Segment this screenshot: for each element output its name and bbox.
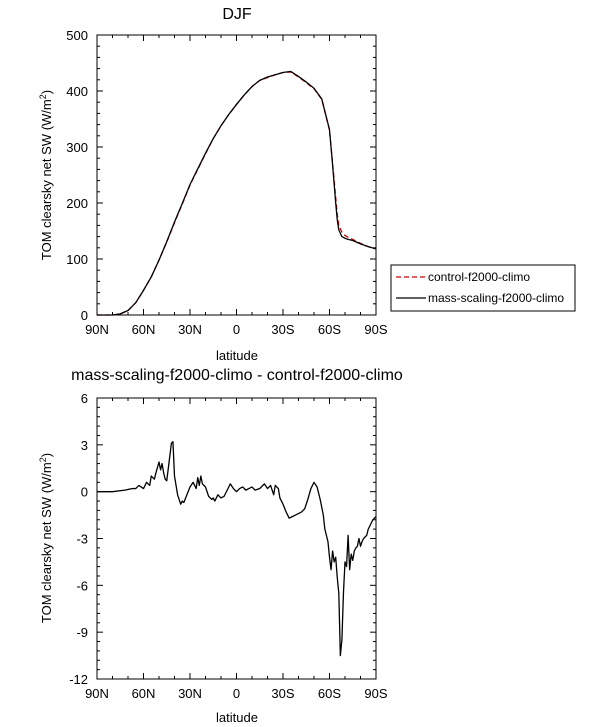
bottom-y-tick-label: -6 bbox=[76, 578, 88, 593]
top-x-tick-label: 30S bbox=[271, 322, 294, 337]
bottom-y-tick-label: 3 bbox=[81, 438, 88, 453]
bottom-x-ticks: 90N 60N 30N 0 30S 60S 90S bbox=[85, 398, 388, 701]
bottom-x-tick-label: 90N bbox=[85, 686, 109, 701]
bottom-x-tick-label: 0 bbox=[233, 686, 240, 701]
top-x-ticks: 90N 60N 30N 0 30S 60S 90S bbox=[85, 35, 388, 337]
top-y-tick-label: 300 bbox=[66, 140, 88, 155]
top-y-tick-label: 500 bbox=[66, 28, 88, 43]
top-x-tick-label: 60S bbox=[318, 322, 341, 337]
top-y-axis-label: TOM clearsky net SW (W/m2) bbox=[38, 90, 54, 260]
bottom-chart-title: mass-scaling-f2000-climo - control-f2000… bbox=[71, 367, 403, 384]
top-chart-title: DJF bbox=[222, 6, 252, 23]
bottom-y-axis-label-close: ) bbox=[39, 453, 54, 457]
top-y-tick-label: 100 bbox=[66, 252, 88, 267]
bottom-plot-frame bbox=[96, 397, 377, 680]
bottom-y-axis-label-sup: 2 bbox=[38, 457, 48, 462]
bottom-y-tick-label: -3 bbox=[76, 532, 88, 547]
bottom-x-tick-label: 90S bbox=[364, 686, 387, 701]
bottom-x-axis-label: latitude bbox=[216, 710, 258, 725]
top-series-line-control-f2000-climo bbox=[97, 71, 377, 316]
bottom-y-tick-label: 6 bbox=[81, 391, 88, 406]
bottom-x-tick-label: 30S bbox=[271, 686, 294, 701]
top-x-tick-label: 90S bbox=[364, 322, 387, 337]
bottom-series-line-difference bbox=[97, 441, 377, 657]
bottom-x-tick-label: 30N bbox=[178, 686, 202, 701]
top-y-axis-label-sup: 2 bbox=[38, 94, 48, 99]
legend-box bbox=[390, 264, 576, 312]
top-x-tick-label: 30N bbox=[178, 322, 202, 337]
top-y-tick-label: 200 bbox=[66, 196, 88, 211]
legend-label-control: control-f2000-climo bbox=[428, 270, 530, 284]
top-x-tick-label: 0 bbox=[233, 322, 240, 337]
bottom-y-ticks: -12 -9 -6 -3 0 3 6 bbox=[69, 391, 376, 687]
top-series-line-mass-scaling-f2000-climo bbox=[97, 70, 377, 316]
top-x-tick-label: 60N bbox=[132, 322, 156, 337]
top-x-axis-label: latitude bbox=[216, 348, 258, 363]
top-y-tick-label: 400 bbox=[66, 84, 88, 99]
top-series-group bbox=[97, 70, 377, 316]
bottom-x-tick-label: 60N bbox=[132, 686, 156, 701]
top-panel: DJF 90N 60N 30N 0 30S 60S 90S 0 100 200 300 400 500… bbox=[38, 6, 388, 363]
bottom-series-group bbox=[97, 441, 377, 657]
bottom-y-axis-label-text: TOM clearsky net SW (W/m bbox=[39, 462, 54, 623]
bottom-panel: mass-scaling-f2000-climo - control-f2000… bbox=[38, 367, 403, 725]
legend: control-f2000-climo mass-scaling-f2000-c… bbox=[390, 264, 576, 312]
top-y-axis-label-text: TOM clearsky net SW (W/m bbox=[39, 99, 54, 260]
top-x-tick-label: 90N bbox=[85, 322, 109, 337]
top-y-tick-label: 0 bbox=[81, 308, 88, 323]
bottom-y-tick-label: -9 bbox=[76, 625, 88, 640]
bottom-y-tick-label: 0 bbox=[81, 485, 88, 500]
bottom-y-axis-label: TOM clearsky net SW (W/m2) bbox=[38, 453, 54, 623]
bottom-x-tick-label: 60S bbox=[318, 686, 341, 701]
top-y-axis-label-close: ) bbox=[39, 90, 54, 94]
legend-label-mass-scaling: mass-scaling-f2000-climo bbox=[428, 291, 564, 305]
top-y-ticks: 0 100 200 300 400 500 bbox=[66, 28, 376, 323]
bottom-y-tick-label: -12 bbox=[69, 672, 88, 687]
